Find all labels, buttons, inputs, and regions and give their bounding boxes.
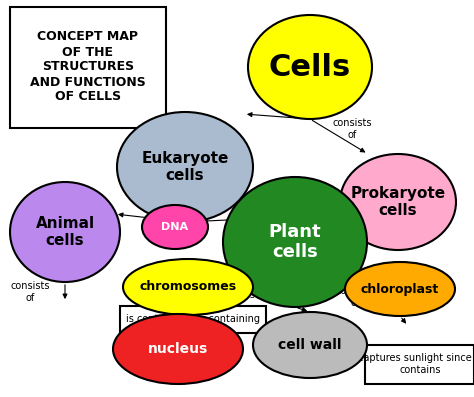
Text: captures sunlight since it
contains: captures sunlight since it contains xyxy=(358,353,474,375)
FancyBboxPatch shape xyxy=(10,6,166,127)
Ellipse shape xyxy=(340,154,456,250)
Ellipse shape xyxy=(10,182,120,282)
Text: composed of: composed of xyxy=(217,290,279,300)
Text: chloroplast: chloroplast xyxy=(361,283,439,295)
Ellipse shape xyxy=(113,314,243,384)
Text: is control center containing: is control center containing xyxy=(126,314,260,324)
Text: consists
of: consists of xyxy=(332,118,372,140)
FancyBboxPatch shape xyxy=(120,306,266,333)
FancyBboxPatch shape xyxy=(365,345,474,384)
Text: cell wall: cell wall xyxy=(278,338,342,352)
Ellipse shape xyxy=(248,15,372,119)
Text: consists
of: consists of xyxy=(335,286,375,308)
Text: nucleus: nucleus xyxy=(148,342,208,356)
Text: Cells: Cells xyxy=(269,52,351,81)
Text: CONCEPT MAP
OF THE
STRUCTURES
AND FUNCTIONS
OF CELLS: CONCEPT MAP OF THE STRUCTURES AND FUNCTI… xyxy=(30,31,146,104)
Ellipse shape xyxy=(142,205,208,249)
Ellipse shape xyxy=(117,112,253,222)
Text: can be: can be xyxy=(179,210,211,220)
Ellipse shape xyxy=(223,177,367,307)
Ellipse shape xyxy=(123,259,253,315)
Text: Prokaryote
cells: Prokaryote cells xyxy=(350,186,446,218)
Ellipse shape xyxy=(253,312,367,378)
Text: chromosomes: chromosomes xyxy=(139,281,237,293)
Ellipse shape xyxy=(345,262,455,316)
Text: DNA: DNA xyxy=(162,222,189,232)
Text: Animal
cells: Animal cells xyxy=(36,216,94,248)
Text: Plant
cells: Plant cells xyxy=(269,223,321,261)
Text: consists
of: consists of xyxy=(10,281,50,303)
Text: Eukaryote
cells: Eukaryote cells xyxy=(141,151,228,183)
